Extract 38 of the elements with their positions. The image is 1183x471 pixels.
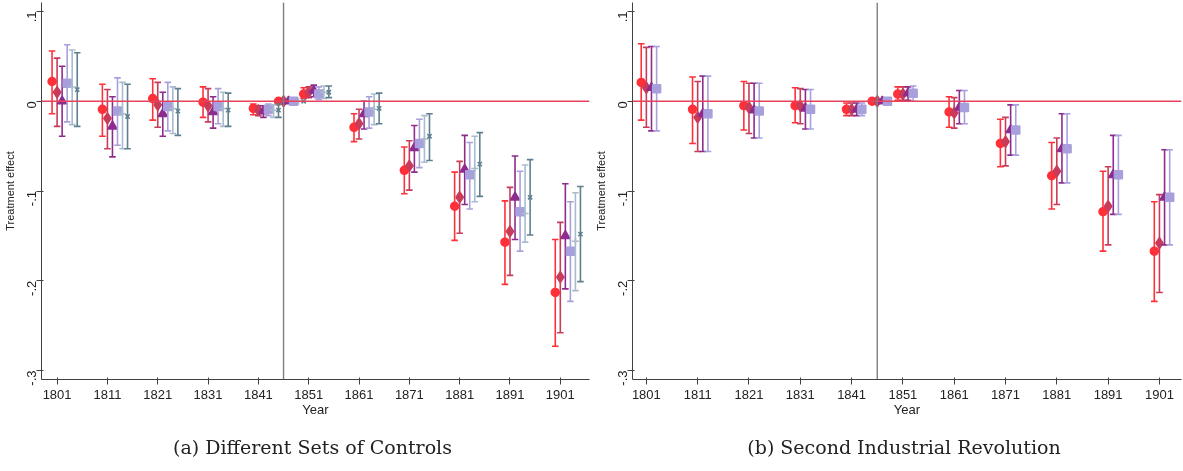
y-tick-label: 0 — [24, 101, 39, 109]
x-tick-label: 1831 — [785, 386, 815, 402]
x-tick-label: 1891 — [1093, 386, 1123, 402]
x-axis-title: Year — [893, 401, 921, 417]
y-axis-title: Treatment effect — [594, 151, 607, 231]
x-tick-label: 1881 — [1042, 386, 1072, 402]
y-tick-label: 0 — [615, 101, 630, 109]
x-tick-label: 1831 — [193, 386, 223, 402]
y-tick-label: -.3 — [615, 370, 630, 386]
y-tick-label: -.1 — [615, 191, 630, 207]
x-tick-label: 1891 — [495, 386, 525, 402]
y-axis-title: Treatment effect — [3, 151, 16, 231]
x-tick-label: 1821 — [143, 386, 173, 402]
x-tick-label: 1871 — [394, 386, 424, 402]
x-tick-label: 1801 — [42, 386, 72, 402]
x-tick-label: 1821 — [734, 386, 764, 402]
x-tick-label: 1811 — [683, 386, 712, 402]
x-tick-label: 1871 — [991, 386, 1020, 402]
y-tick-label: .1 — [24, 11, 39, 23]
x-tick-label: 1811 — [93, 386, 122, 402]
x-tick-label: 1861 — [344, 386, 374, 402]
x-axis-title: Year — [302, 401, 330, 417]
x-tick-label: 1901 — [545, 386, 575, 402]
y-tick-label: .1 — [615, 11, 630, 23]
x-tick-label: 1881 — [445, 386, 475, 402]
text: (b) Second Industrial Revolution — [747, 435, 1061, 458]
x-tick-label: 1851 — [294, 386, 324, 402]
y-tick-label: -.2 — [615, 280, 630, 296]
y-tick-label: -.1 — [24, 191, 39, 207]
y-tick-label: -.2 — [24, 280, 39, 296]
text: (a) Different Sets of Controls — [173, 435, 452, 458]
x-tick-label: 1801 — [631, 386, 661, 402]
x-tick-label: 1841 — [243, 386, 273, 402]
x-tick-label: 1861 — [939, 386, 969, 402]
x-tick-label: 1851 — [888, 386, 918, 402]
x-tick-label: 1841 — [837, 386, 867, 402]
x-tick-label: 1901 — [1144, 386, 1174, 402]
y-tick-label: -.3 — [24, 370, 39, 386]
